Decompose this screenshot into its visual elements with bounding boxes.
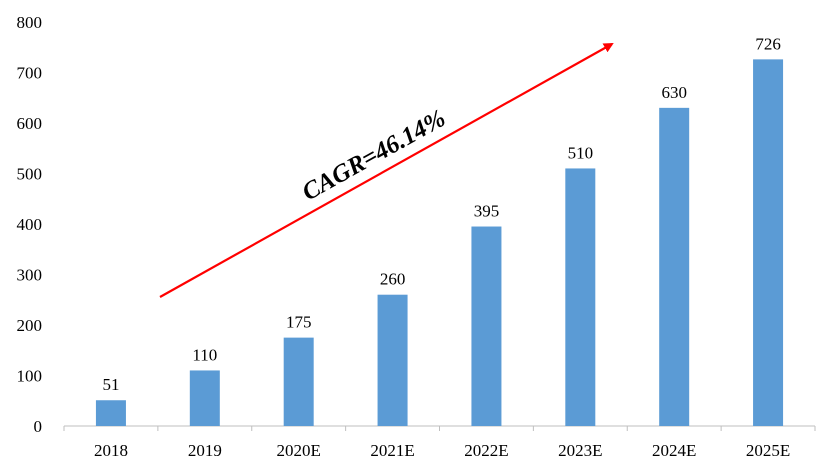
bar (95, 400, 126, 426)
bars (95, 59, 784, 427)
y-tick-label: 100 (17, 367, 43, 386)
x-tick-label: 2018 (94, 441, 128, 460)
y-tick-label: 300 (17, 266, 43, 285)
bar (753, 59, 784, 427)
y-tick-label: 800 (17, 13, 43, 32)
x-tick-label: 2019 (188, 441, 222, 460)
bar (283, 337, 314, 426)
data-label: 260 (380, 270, 406, 289)
data-label: 175 (286, 313, 312, 332)
y-tick-label: 500 (17, 165, 43, 184)
data-label: 630 (661, 83, 687, 102)
x-tick-label: 2025E (746, 441, 790, 460)
y-tick-label: 700 (17, 64, 43, 83)
bar (471, 226, 502, 426)
cagr-label: CAGR=46.14% (298, 105, 450, 206)
x-tick-label: 2024E (652, 441, 696, 460)
data-label: 51 (102, 375, 119, 394)
x-tick-label: 2021E (370, 441, 414, 460)
bar (377, 294, 408, 426)
y-tick-label: 600 (17, 114, 43, 133)
y-tick-label: 200 (17, 316, 43, 335)
bar (659, 107, 690, 426)
x-tick-label: 2020E (276, 441, 320, 460)
bar (565, 168, 596, 426)
data-label: 110 (192, 345, 217, 364)
bar (189, 370, 220, 426)
data-label: 395 (474, 202, 500, 221)
y-tick-label: 400 (17, 215, 43, 234)
cagr-annotation: CAGR=46.14% (159, 43, 614, 298)
data-labels: 51 110 175 260 395 510 630 726 (102, 34, 780, 394)
data-label: 510 (568, 143, 594, 162)
cagr-arrow (159, 43, 614, 298)
y-axis: 0 100 200 300 400 500 600 700 800 (17, 13, 43, 436)
y-tick-label: 0 (34, 417, 43, 436)
x-axis: 2018 2019 2020E 2021E 2022E 2023E 2024E 2025E (63, 425, 816, 460)
data-label: 726 (755, 34, 781, 53)
x-tick-label: 2022E (464, 441, 508, 460)
x-tick-label: 2023E (558, 441, 602, 460)
